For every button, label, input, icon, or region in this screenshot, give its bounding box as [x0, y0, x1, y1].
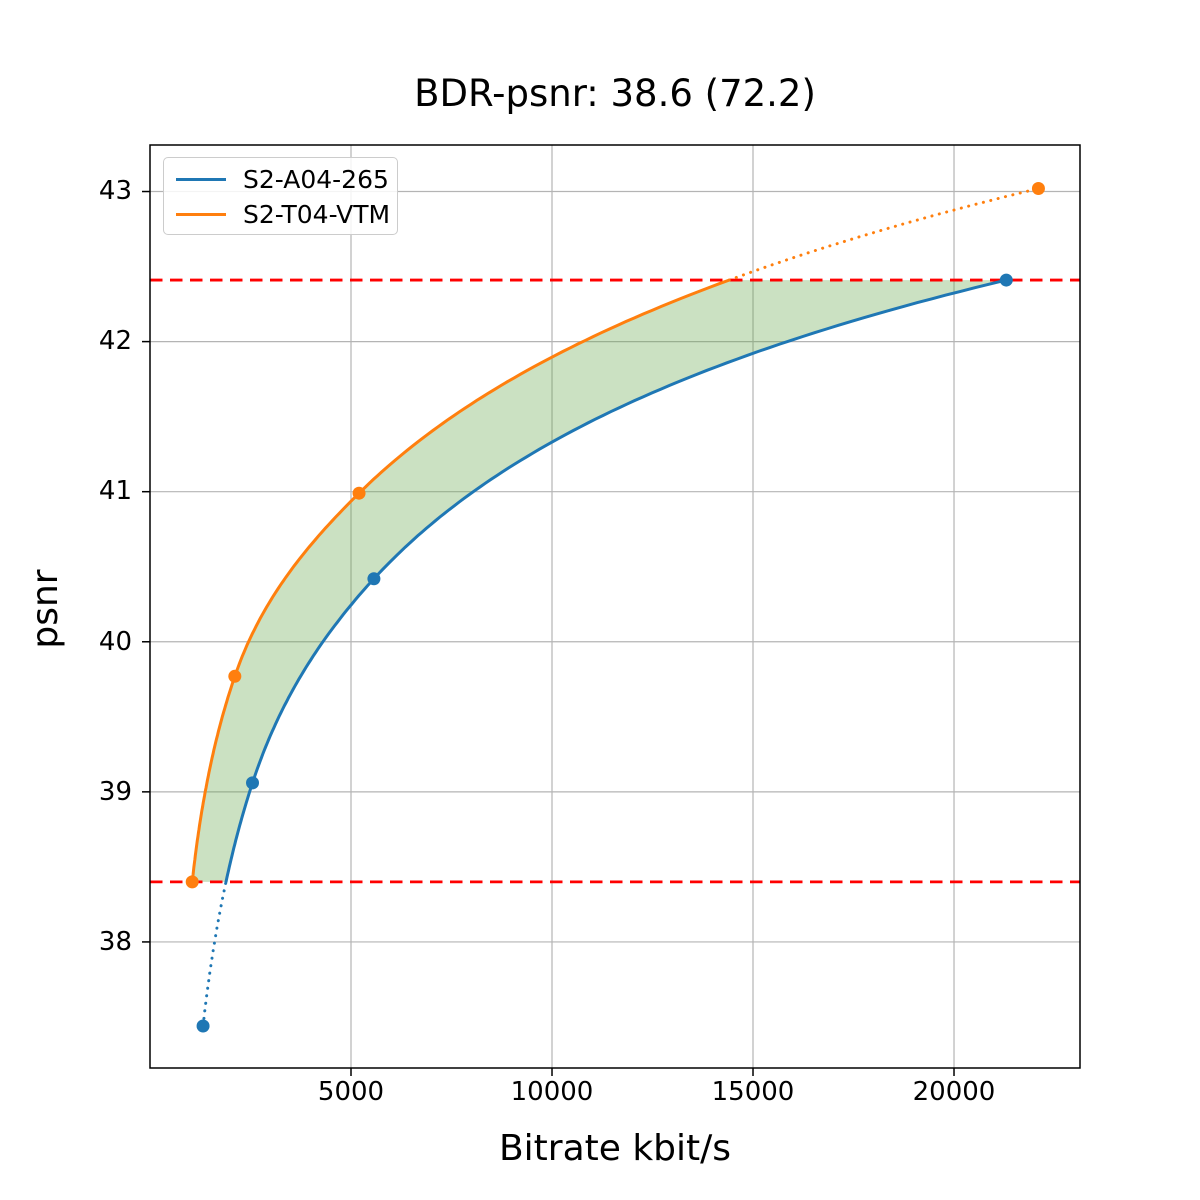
- gridlines: [150, 145, 1080, 1068]
- x-tick-label: 15000: [711, 1077, 795, 1107]
- legend-line-sample: [176, 178, 226, 181]
- data-point-marker: [246, 776, 260, 790]
- series-curve-dotted: [727, 187, 1040, 282]
- legend: S2-A04-265 S2-T04-VTM: [163, 157, 398, 235]
- data-point-marker: [196, 1019, 210, 1033]
- y-tick-label: 39: [98, 777, 132, 807]
- legend-item-label: S2-A04-265: [243, 165, 389, 194]
- series-curve-dotted: [201, 880, 228, 1028]
- y-tick-label: 43: [98, 176, 132, 206]
- y-tick-label: 40: [98, 627, 132, 657]
- data-point-marker: [352, 486, 366, 500]
- data-point-marker: [367, 572, 381, 586]
- y-tick-label: 38: [98, 927, 132, 957]
- data-point-marker: [1031, 182, 1045, 196]
- legend-item: S2-A04-265: [164, 162, 397, 197]
- x-tick-label: 5000: [317, 1077, 385, 1107]
- series-curve: [190, 278, 731, 884]
- chart-title: BDR-psnr: 38.6 (72.2): [414, 72, 816, 115]
- data-point-marker: [228, 669, 242, 683]
- data-point-marker: [999, 273, 1013, 287]
- legend-line-sample: [176, 213, 226, 216]
- data-point-marker: [185, 875, 199, 889]
- legend-item-label: S2-T04-VTM: [243, 200, 391, 229]
- x-tick-label: 10000: [510, 1077, 594, 1107]
- y-tick-label: 42: [98, 326, 132, 356]
- legend-item: S2-T04-VTM: [164, 197, 397, 232]
- x-axis-label: Bitrate kbit/s: [498, 1128, 732, 1169]
- y-axis-label: psnr: [25, 569, 66, 649]
- bd-overlap-region: [192, 280, 1007, 882]
- axes-spines: [149, 144, 1081, 1069]
- x-tick-label: 20000: [912, 1077, 996, 1107]
- y-tick-label: 41: [98, 476, 132, 506]
